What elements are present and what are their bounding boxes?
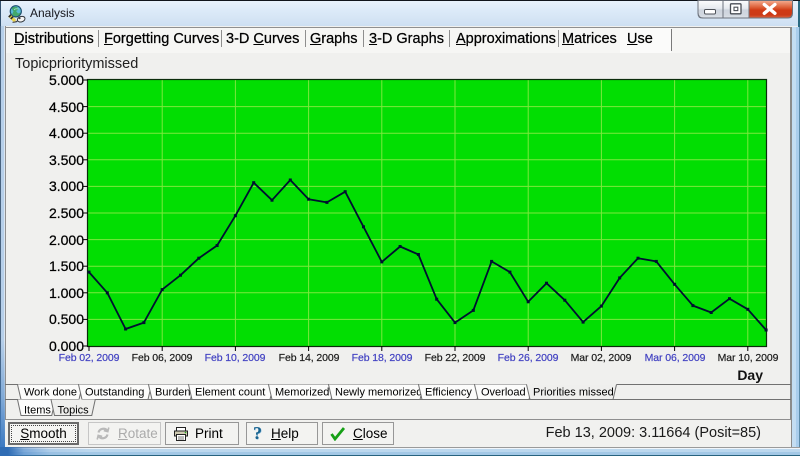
svg-text:Burden: Burden: [155, 386, 190, 398]
svg-text:Outstanding: Outstanding: [85, 386, 144, 398]
svg-text:Element count: Element count: [195, 386, 265, 398]
svg-text:Memorized: Memorized: [275, 386, 329, 398]
svg-text:Overload: Overload: [481, 386, 526, 398]
svg-text:Priorities missed: Priorities missed: [533, 386, 614, 398]
svg-text:Items: Items: [24, 404, 51, 416]
svg-text:Work done: Work done: [24, 386, 77, 398]
svg-text:Efficiency: Efficiency: [425, 386, 472, 398]
svg-text:Topics: Topics: [58, 404, 90, 416]
svg-text:Newly memorized: Newly memorized: [335, 386, 422, 398]
